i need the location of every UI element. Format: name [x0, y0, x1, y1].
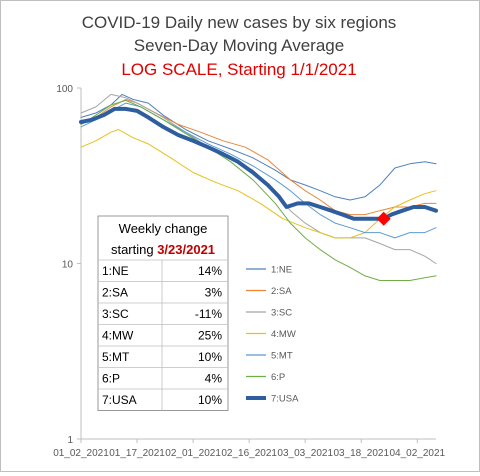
start-date-marker	[376, 211, 391, 226]
y-tick-label: 100	[56, 84, 73, 95]
table-cell-change: 3%	[205, 286, 223, 300]
table-cell-region: 4:MW	[102, 329, 134, 343]
chart-scale-note: LOG SCALE, Starting 1/1/2021	[121, 60, 356, 79]
series-line-4mw	[80, 129, 437, 239]
series-line-1ne	[80, 93, 437, 201]
x-tick-label: 04_02_2021	[390, 448, 446, 459]
table-subtitle-label: starting	[111, 242, 157, 257]
x-tick-label: 02_16_2021	[221, 448, 277, 459]
chart-subtitle: Seven-Day Moving Average	[134, 36, 344, 55]
x-tick-label: 01_02_2021	[53, 448, 109, 459]
table-title: Weekly change	[119, 221, 208, 236]
y-tick-label: 10	[62, 260, 74, 271]
x-axis: 01_02_2021 01_17_2021 02_01_2021 02_16_2021…	[53, 438, 446, 459]
legend-label: 3:SC	[271, 308, 292, 319]
weekly-change-table: Weekly change starting 3/23/2021 1:NE 14% 2:…	[97, 215, 229, 411]
table-cell-change: 14%	[198, 264, 222, 278]
table-subtitle: starting 3/23/2021	[111, 242, 215, 257]
legend-label: 4:MW	[271, 329, 296, 340]
y-axis: 1 10 100	[56, 84, 82, 446]
x-tick-label: 03_03_2021	[277, 448, 333, 459]
series-line-2sa	[80, 99, 437, 216]
legend: 1:NE 2:SA 3:SC 4:MW 5:MT 6:P 7:USA	[246, 265, 299, 405]
y-tick-label: 1	[67, 435, 73, 446]
legend-label: 7:USA	[271, 394, 299, 405]
table-cell-region: 1:NE	[102, 264, 129, 278]
table-cell-region: 2:SA	[102, 286, 128, 300]
table-cell-change: 10%	[198, 393, 222, 407]
series-line-6p	[80, 99, 437, 281]
legend-label: 2:SA	[271, 286, 292, 297]
marker-layer	[376, 211, 391, 226]
x-tick-label: 03_18_2021	[333, 448, 389, 459]
table-cell-change: 4%	[205, 372, 223, 386]
x-tick-label: 02_01_2021	[165, 448, 221, 459]
table-background	[97, 215, 229, 411]
legend-label: 1:NE	[271, 265, 292, 276]
legend-label: 5:MT	[271, 351, 293, 362]
chart-title: COVID-19 Daily new cases by six regions	[82, 13, 397, 32]
table-start-date: 3/23/2021	[157, 242, 215, 257]
series-line-5mt	[80, 102, 437, 239]
table-cell-change: -11%	[195, 307, 222, 321]
table-cell-change: 25%	[198, 329, 222, 343]
table-cell-region: 6:P	[102, 372, 120, 386]
legend-label: 6:P	[271, 372, 285, 383]
table-cell-change: 10%	[198, 350, 222, 364]
table-cell-region: 7:USA	[102, 393, 137, 407]
table-cell-region: 3:SC	[102, 307, 129, 321]
x-tick-label: 01_17_2021	[109, 448, 165, 459]
table-cell-region: 5:MT	[102, 350, 130, 364]
